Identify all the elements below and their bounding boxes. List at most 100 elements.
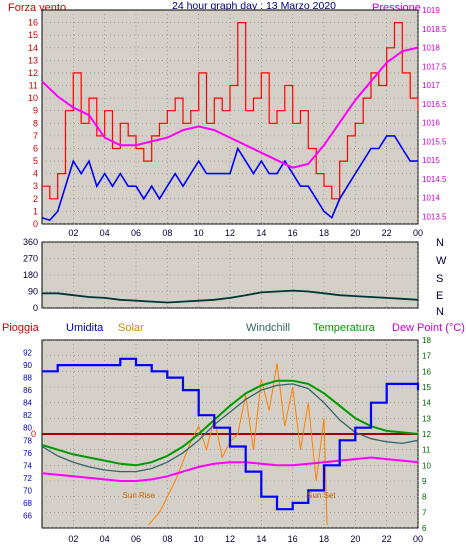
x-tick-label: 18 — [319, 228, 329, 238]
temperature-tick-label: 8 — [422, 493, 427, 502]
wind-average-series — [41, 135, 418, 222]
direction-chart-grid — [42, 241, 419, 309]
bottom-chart-x-axis: 02 04 06 08 10 12 14 16 18 20 22 00 — [68, 534, 423, 544]
humidity-tick-label: 92 — [23, 349, 32, 358]
temperature-tick-label: 6 — [422, 524, 427, 533]
wind-tick-label: 6 — [33, 143, 38, 153]
x-tick-label: 06 — [131, 228, 141, 238]
compass-label: S — [436, 273, 443, 285]
wind-tick-label: 8 — [33, 118, 38, 128]
pressure-tick-label: 1019 — [422, 6, 440, 15]
legend-pioggia: Pioggia — [2, 322, 40, 334]
pressure-series — [41, 46, 419, 169]
compass-label: E — [436, 290, 443, 302]
x-tick-label: 10 — [194, 228, 204, 238]
temperature-tick-label: 16 — [422, 367, 431, 376]
pressure-tick-label: 1015 — [422, 156, 440, 165]
x-tick-label: 22 — [382, 228, 392, 238]
wind-tick-label: 15 — [28, 30, 38, 40]
degree-tick-label: 90 — [28, 287, 38, 297]
sunrise-label: Sun Rise — [123, 491, 156, 500]
temperature-tick-label: 14 — [422, 399, 431, 408]
wind-direction-series — [42, 289, 419, 304]
legend-windchill: Windchill — [246, 322, 290, 334]
x-tick-label: 00 — [413, 228, 423, 238]
x-tick-label: 00 — [413, 534, 423, 544]
humidity-tick-label: 80 — [23, 424, 32, 433]
wind-tick-label: 12 — [28, 68, 38, 78]
rain-zero-label: 0 — [31, 429, 36, 439]
degree-tick-label: 270 — [23, 254, 38, 264]
pressure-tick-label: 1016.5 — [422, 100, 447, 109]
humidity-tick-label: 68 — [23, 499, 32, 508]
humidity-tick-label: 76 — [23, 449, 32, 458]
solar-series — [148, 363, 328, 526]
x-tick-label: 16 — [288, 228, 298, 238]
humidity-tick-label: 88 — [23, 374, 32, 383]
wind-gust-series — [42, 22, 419, 200]
temperature-tick-label: 10 — [422, 461, 431, 470]
bottom-chart-temperature-axis: 6 7 8 9 10 11 12 13 14 15 16 17 18 — [422, 336, 431, 533]
wind-tick-label: 3 — [33, 181, 38, 191]
degree-tick-label: 0 — [33, 303, 38, 313]
wind-tick-label: 10 — [28, 93, 38, 103]
wind-tick-label: 9 — [33, 106, 38, 116]
x-tick-label: 22 — [382, 534, 392, 544]
temperature-tick-label: 18 — [422, 336, 431, 345]
bottom-chart-humidity-axis: 66 68 70 72 74 76 78 80 82 84 86 88 90 92 — [23, 349, 32, 521]
temperature-tick-label: 17 — [422, 352, 431, 361]
wind-tick-label: 14 — [28, 43, 38, 53]
legend-solar: Solar — [118, 322, 144, 334]
humidity-tick-label: 82 — [23, 411, 32, 420]
temperature-tick-label: 9 — [422, 477, 427, 486]
pressure-tick-label: 1017.5 — [422, 62, 447, 71]
header-title: 24 hour graph day : 13 Marzo 2020 — [172, 0, 336, 12]
humidity-tick-label: 84 — [23, 399, 32, 408]
x-tick-label: 20 — [350, 228, 360, 238]
humidity-tick-label: 86 — [23, 386, 32, 395]
temperature-tick-label: 7 — [422, 508, 427, 517]
wind-tick-label: 5 — [33, 156, 38, 166]
wind-tick-label: 11 — [29, 81, 38, 91]
x-tick-label: 10 — [194, 534, 204, 544]
x-tick-label: 02 — [68, 534, 78, 544]
x-tick-label: 18 — [319, 534, 329, 544]
humidity-tick-label: 72 — [23, 474, 32, 483]
x-tick-label: 04 — [100, 228, 110, 238]
wind-tick-label: 13 — [28, 55, 38, 65]
humidity-tick-label: 74 — [23, 461, 32, 470]
temperature-tick-label: 15 — [422, 383, 431, 392]
temperature-series — [41, 379, 419, 467]
dewpoint-series — [41, 456, 419, 482]
top-chart-x-axis: 02 04 06 08 10 12 14 16 18 20 22 00 — [68, 228, 423, 238]
x-tick-label: 08 — [162, 228, 172, 238]
pressure-tick-label: 1018 — [422, 44, 440, 53]
x-tick-label: 12 — [225, 534, 235, 544]
wind-tick-label: 16 — [28, 18, 38, 28]
wind-tick-label: 4 — [33, 169, 38, 179]
degree-tick-label: 180 — [23, 270, 38, 280]
humidity-tick-label: 66 — [23, 511, 32, 520]
x-tick-label: 08 — [162, 534, 172, 544]
wind-tick-label: 1 — [33, 206, 38, 216]
pressure-tick-label: 1015.5 — [422, 137, 447, 146]
x-tick-label: 04 — [100, 534, 110, 544]
wind-tick-label: 7 — [33, 131, 38, 141]
humidity-series — [42, 357, 420, 511]
x-tick-label: 14 — [256, 534, 266, 544]
compass-label: N — [436, 237, 444, 249]
x-tick-label: 16 — [288, 534, 298, 544]
x-tick-label: 14 — [256, 228, 266, 238]
temperature-tick-label: 12 — [422, 430, 431, 439]
x-tick-label: 06 — [131, 534, 141, 544]
temperature-tick-label: 11 — [422, 446, 431, 455]
direction-chart-degree-axis: 0 90 180 270 360 — [23, 237, 38, 313]
temperature-tick-label: 13 — [422, 414, 431, 423]
legend-umidita: Umidita — [66, 322, 104, 334]
pressure-tick-label: 1016 — [422, 119, 440, 128]
humidity-tick-label: 70 — [23, 486, 32, 495]
compass-label: W — [436, 255, 447, 267]
pressure-tick-label: 1013.5 — [422, 212, 447, 221]
